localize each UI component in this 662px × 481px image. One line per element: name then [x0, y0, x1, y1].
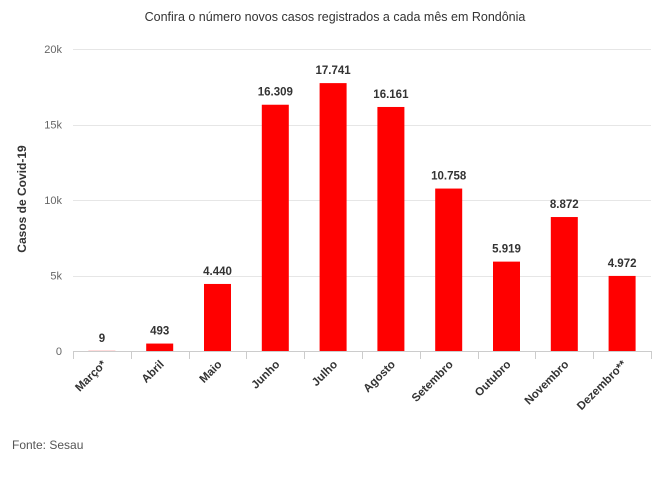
data-label: 4.972 [608, 258, 637, 270]
y-tick-label: 5k [50, 271, 62, 283]
x-tick-label: Agosto [362, 359, 398, 395]
x-tick-label: Dezembro** [575, 358, 629, 412]
data-label: 10.758 [431, 171, 467, 183]
data-labels: 9 493 4.440 16.309 17.741 16.161 10.758 5.919 8.… [99, 65, 637, 345]
bar [319, 83, 347, 351]
bar [146, 343, 174, 351]
y-axis-ticks: 0 5k 10k 15k 20k [44, 44, 62, 358]
data-label: 16.161 [373, 89, 409, 101]
bar [435, 188, 463, 351]
x-axis-ticks: Março* Abril Maio Junho Julho Agosto Setembro O… [73, 351, 652, 413]
data-label: 5.919 [492, 244, 521, 256]
x-tick-label: Novembro [523, 359, 572, 408]
data-label: 17.741 [316, 65, 352, 77]
x-tick-label: Setembro [410, 359, 456, 405]
x-tick-label: Julho [310, 359, 340, 389]
bar [377, 106, 405, 351]
y-tick-label: 10k [44, 195, 62, 207]
bar [550, 217, 578, 351]
x-tick-label: Maio [198, 359, 225, 386]
source-note: Fonte: Sesau [12, 438, 84, 452]
bars [88, 83, 636, 351]
data-label: 16.309 [258, 87, 293, 99]
bar [608, 275, 636, 351]
bar [261, 104, 289, 351]
x-tick-label: Março* [73, 358, 109, 394]
y-axis-label: Casos de Covid-19 [15, 145, 29, 253]
data-label: 8.872 [550, 199, 579, 211]
data-label: 4.440 [203, 266, 232, 278]
data-label: 493 [150, 326, 169, 338]
y-tick-label: 20k [44, 44, 62, 56]
bar [204, 283, 231, 351]
x-tick-label: Outubro [473, 359, 514, 400]
y-tick-label: 15k [44, 120, 62, 132]
data-label: 9 [99, 333, 105, 345]
y-tick-label: 0 [56, 346, 62, 358]
x-tick-label: Abril [140, 359, 167, 386]
bar [493, 261, 520, 351]
x-tick-label: Junho [250, 359, 283, 392]
chart-title: Confira o número novos casos registrados… [145, 10, 526, 24]
